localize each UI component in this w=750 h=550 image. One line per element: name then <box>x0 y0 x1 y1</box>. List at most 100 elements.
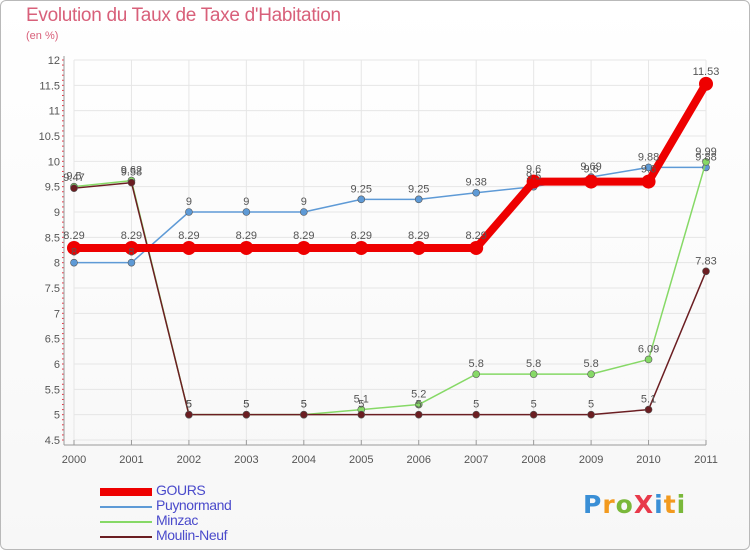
data-label: 9.62 <box>121 165 142 177</box>
legend-item: Moulin-Neuf <box>100 527 300 544</box>
x-tick-label: 2002 <box>177 454 201 466</box>
data-point <box>300 410 308 419</box>
data-label: 8.29 <box>351 230 372 242</box>
y-tick-label: 5 <box>54 410 60 422</box>
data-label: 9.6 <box>526 164 541 176</box>
data-point <box>472 410 480 419</box>
logo-letter: t <box>663 490 677 519</box>
data-point <box>411 240 426 255</box>
data-point <box>70 258 78 267</box>
data-label: 5.8 <box>583 358 598 370</box>
y-tick-label: 7.5 <box>45 283 60 295</box>
data-point <box>124 240 139 255</box>
data-label: 5.8 <box>526 358 541 370</box>
legend-swatch <box>100 506 152 508</box>
legend-item: Minzac <box>100 512 300 529</box>
data-label: 5 <box>588 399 594 411</box>
data-label: 5.1 <box>354 394 369 406</box>
data-label: 8 <box>128 247 134 259</box>
data-label: 8.29 <box>408 230 429 242</box>
chart-title: Evolution du Taux de Taxe d'Habitation <box>26 5 341 26</box>
legend-item: Puynormand <box>100 497 300 514</box>
data-label: 5 <box>416 399 422 411</box>
data-point <box>587 410 595 419</box>
y-tick-label: 8.5 <box>45 232 60 244</box>
x-tick-label: 2008 <box>521 454 545 466</box>
data-label: 9.5 <box>66 171 81 183</box>
x-tick-label: 2000 <box>62 454 86 466</box>
data-label: 9 <box>243 196 249 208</box>
series-line-gours <box>70 79 710 252</box>
y-tick-label: 11 <box>49 106 60 118</box>
legend-swatch <box>100 488 152 496</box>
legend-label: GOURS <box>156 482 206 498</box>
data-point <box>469 240 484 255</box>
legend-swatch <box>100 536 152 538</box>
data-point <box>529 370 538 378</box>
data-point <box>296 240 311 255</box>
data-label: 9.88 <box>695 151 716 163</box>
y-tick-label: 11.5 <box>39 80 60 92</box>
data-label: 8.29 <box>63 230 84 242</box>
data-labels: 8.29 8.29 8.29 8.29 8.29 8.29 8.29 8.299.6 9.6 9.… <box>63 66 719 411</box>
y-tick-label: 4.5 <box>45 435 60 447</box>
data-label: 9.25 <box>351 183 372 195</box>
data-label: 11.53 <box>693 66 720 78</box>
x-tick-label: 2007 <box>464 454 488 466</box>
logo-letter: P <box>583 490 603 519</box>
data-label: 9.5 <box>526 171 541 183</box>
legend-label: Moulin-Neuf <box>156 527 228 543</box>
data-point <box>472 188 480 197</box>
data-point <box>414 410 423 419</box>
data-label: 9.6 <box>583 164 598 176</box>
legend: GOURS Puynormand Minzac Moulin-Neuf <box>100 482 300 544</box>
y-tick-label: 7 <box>54 308 60 320</box>
data-label: 9.38 <box>465 177 486 189</box>
data-label: 9 <box>186 196 192 208</box>
data-label: 5 <box>301 399 307 411</box>
x-tick-label: 2004 <box>292 454 316 466</box>
data-point <box>644 355 653 364</box>
x-tick-label: 2005 <box>349 454 373 466</box>
legend-item: GOURS <box>100 482 300 499</box>
tick-labels: 4.5 5 5.5 6 6.5 7 7.5 8 8.5 9 9.5 10 10.5 11 11.5 12 200… <box>39 55 718 466</box>
data-point <box>702 267 710 276</box>
data-label: 9 <box>301 196 307 208</box>
data-point <box>242 208 251 216</box>
x-tick-label: 2003 <box>234 454 258 466</box>
data-point <box>357 195 366 204</box>
data-label: 5.8 <box>469 358 484 370</box>
data-point <box>644 405 653 414</box>
y-tick-label: 6.5 <box>45 334 60 346</box>
data-point <box>641 174 656 189</box>
y-tick-label: 6 <box>54 359 60 371</box>
series-layer <box>67 76 713 419</box>
data-label: 5 <box>243 399 249 411</box>
x-tick-label: 2009 <box>579 454 603 466</box>
data-point <box>185 410 193 419</box>
data-label: 5.2 <box>411 389 426 401</box>
data-point <box>185 208 193 216</box>
series-line-moulin-neuf <box>73 181 707 416</box>
data-point <box>242 410 251 419</box>
data-label: 5 <box>531 399 537 411</box>
data-point <box>414 195 423 204</box>
data-label: 9.58 <box>121 167 142 179</box>
data-label: 5 <box>243 399 249 411</box>
data-point <box>529 410 538 419</box>
data-label: 6.09 <box>638 343 659 355</box>
data-label: 9.6 <box>641 164 656 176</box>
data-label: 7.83 <box>695 255 716 267</box>
data-point <box>239 240 254 255</box>
data-point <box>584 174 599 189</box>
y-tick-label: 9 <box>54 207 60 219</box>
logo-letter: X <box>633 490 655 519</box>
data-point <box>702 158 710 166</box>
legend-label: Puynormand <box>156 497 232 513</box>
data-label: 5 <box>186 399 192 411</box>
y-tick-label: 8 <box>54 258 60 270</box>
data-point <box>300 208 308 216</box>
data-label: 8.29 <box>465 230 486 242</box>
data-label: 5 <box>358 399 364 411</box>
